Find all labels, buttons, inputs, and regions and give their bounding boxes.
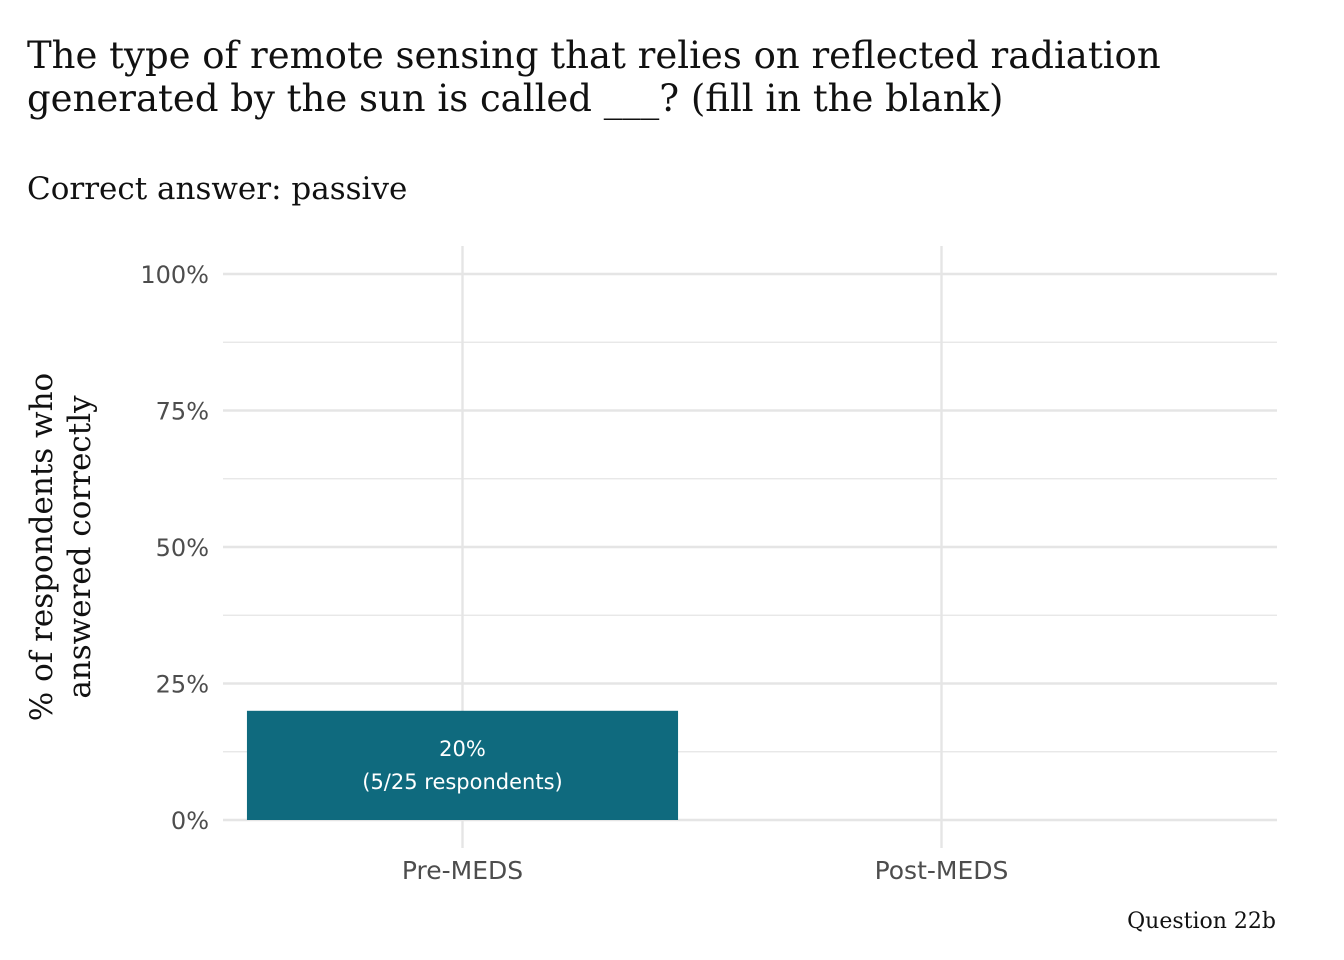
bar-pre-meds	[246, 710, 679, 820]
chart-caption: Question 22b	[1127, 909, 1276, 934]
y-tick-label: 50%	[156, 534, 209, 562]
y-axis-title: % of respondents who answered correctly	[24, 373, 98, 721]
chart-title-line-1: The type of remote sensing that relies o…	[27, 34, 1161, 77]
chart-subtitle: Correct answer: passive	[27, 171, 407, 207]
y-axis-ticks: 0% 25% 50% 75% 100%	[140, 261, 209, 835]
bar-data-label: (5/25 respondents)	[362, 770, 562, 794]
chart-title-line-2: generated by the sun is called ___? (fil…	[27, 77, 1003, 121]
y-axis-title-line-2: answered correctly	[62, 395, 98, 699]
x-tick-label: Pre-MEDS	[402, 856, 523, 885]
x-tick-label: Post-MEDS	[875, 856, 1009, 885]
y-tick-label: 100%	[140, 261, 209, 289]
y-tick-label: 0%	[171, 807, 209, 835]
minor-gridlines	[223, 341, 1277, 753]
y-axis-title-line-1: % of respondents who	[24, 373, 60, 721]
y-tick-label: 25%	[156, 671, 209, 699]
bar-data-label: 20%	[439, 737, 486, 761]
x-axis-ticks: Pre-MEDS Post-MEDS	[402, 856, 1009, 885]
y-tick-label: 75%	[156, 398, 209, 426]
bars: 20% (5/25 respondents)	[246, 710, 679, 820]
